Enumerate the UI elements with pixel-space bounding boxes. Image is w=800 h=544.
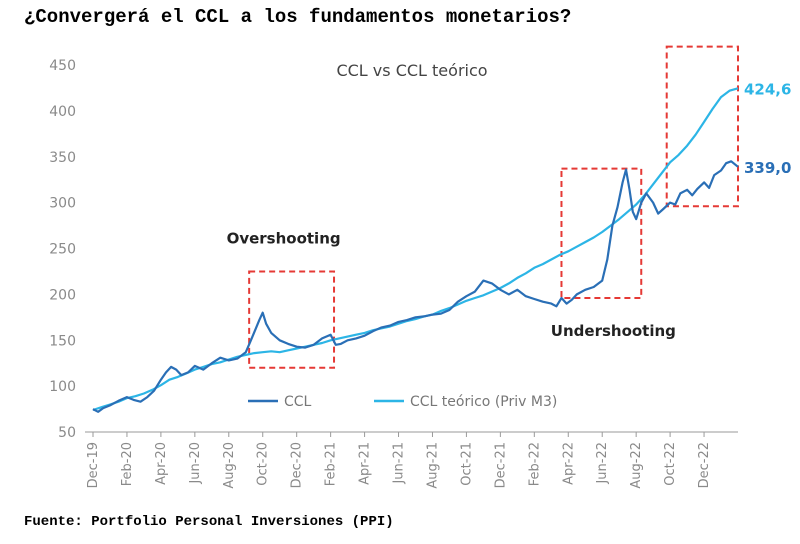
undershooting-label: Undershooting: [551, 322, 676, 340]
y-axis-ticks: 50 100 150 200 250 300 350 400 450: [49, 58, 76, 441]
x-tick-label: Aug-20: [222, 442, 237, 489]
x-tick-label: Apr-21: [358, 442, 373, 485]
legend-ccl-label: CCL: [284, 394, 312, 410]
legend: CCL CCL teórico (Priv M3): [248, 394, 557, 410]
y-tick-label: 250: [49, 242, 76, 258]
x-tick-label: Feb-21: [324, 442, 339, 486]
highlight-box: [248, 270, 336, 369]
x-tick-label: Oct-21: [459, 442, 474, 486]
highlight-boxes: [248, 45, 739, 369]
x-tick-label: Jun-22: [595, 442, 610, 485]
y-tick-label: 150: [49, 333, 76, 349]
x-tick-label: Dec-20: [290, 442, 305, 488]
x-tick-label: Jun-20: [188, 442, 203, 485]
legend-ccl-teorico-label: CCL teórico (Priv M3): [410, 394, 557, 410]
source-note: Fuente: Portfolio Personal Inversiones (…: [24, 514, 394, 530]
x-tick-label: Jun-21: [392, 442, 407, 485]
x-tick-label: Dec-21: [493, 442, 508, 488]
overshooting-label: Overshooting: [227, 229, 341, 247]
x-tick-label: Feb-20: [120, 442, 135, 486]
y-tick-label: 100: [49, 379, 76, 395]
x-tick-label: Aug-21: [425, 442, 440, 489]
ccl-teorico-end-value: 424,6: [744, 80, 791, 98]
y-tick-label: 350: [49, 150, 76, 166]
x-tick-label: Dec-19: [86, 442, 101, 488]
ccl-end-value: 339,0: [744, 159, 791, 177]
x-tick-label: Aug-22: [629, 442, 644, 489]
annotations: 339,0 424,6 Overshooting Undershooting: [227, 80, 792, 340]
y-tick-label: 450: [49, 58, 76, 74]
highlight-box: [560, 167, 643, 300]
ccl-line: [92, 160, 739, 413]
x-axis: Dec-19 Feb-20 Apr-20 Jun-20 Aug-20 Oct-20 Dec-…: [85, 431, 738, 489]
line-chart: 50 100 150 200 250 300 350 400 450 Dec-19 Feb-20 A…: [49, 45, 792, 489]
x-tick-label: Oct-22: [663, 442, 678, 486]
highlight-box: [665, 45, 739, 208]
y-tick-label: 300: [49, 196, 76, 212]
x-tick-label: Dec-22: [697, 442, 712, 488]
x-tick-label: Apr-20: [154, 442, 169, 485]
x-tick-label: Feb-22: [527, 442, 542, 486]
y-tick-label: 200: [49, 287, 76, 303]
y-tick-label: 400: [49, 104, 76, 120]
x-tick-label: Apr-22: [561, 442, 576, 485]
y-tick-label: 50: [58, 425, 76, 441]
series-lines: [92, 87, 739, 413]
chart-title: CCL vs CCL teórico: [336, 61, 487, 80]
page-headline: ¿Convergerá el CCL a los fundamentos mon…: [24, 6, 572, 28]
x-tick-label: Oct-20: [256, 442, 271, 486]
